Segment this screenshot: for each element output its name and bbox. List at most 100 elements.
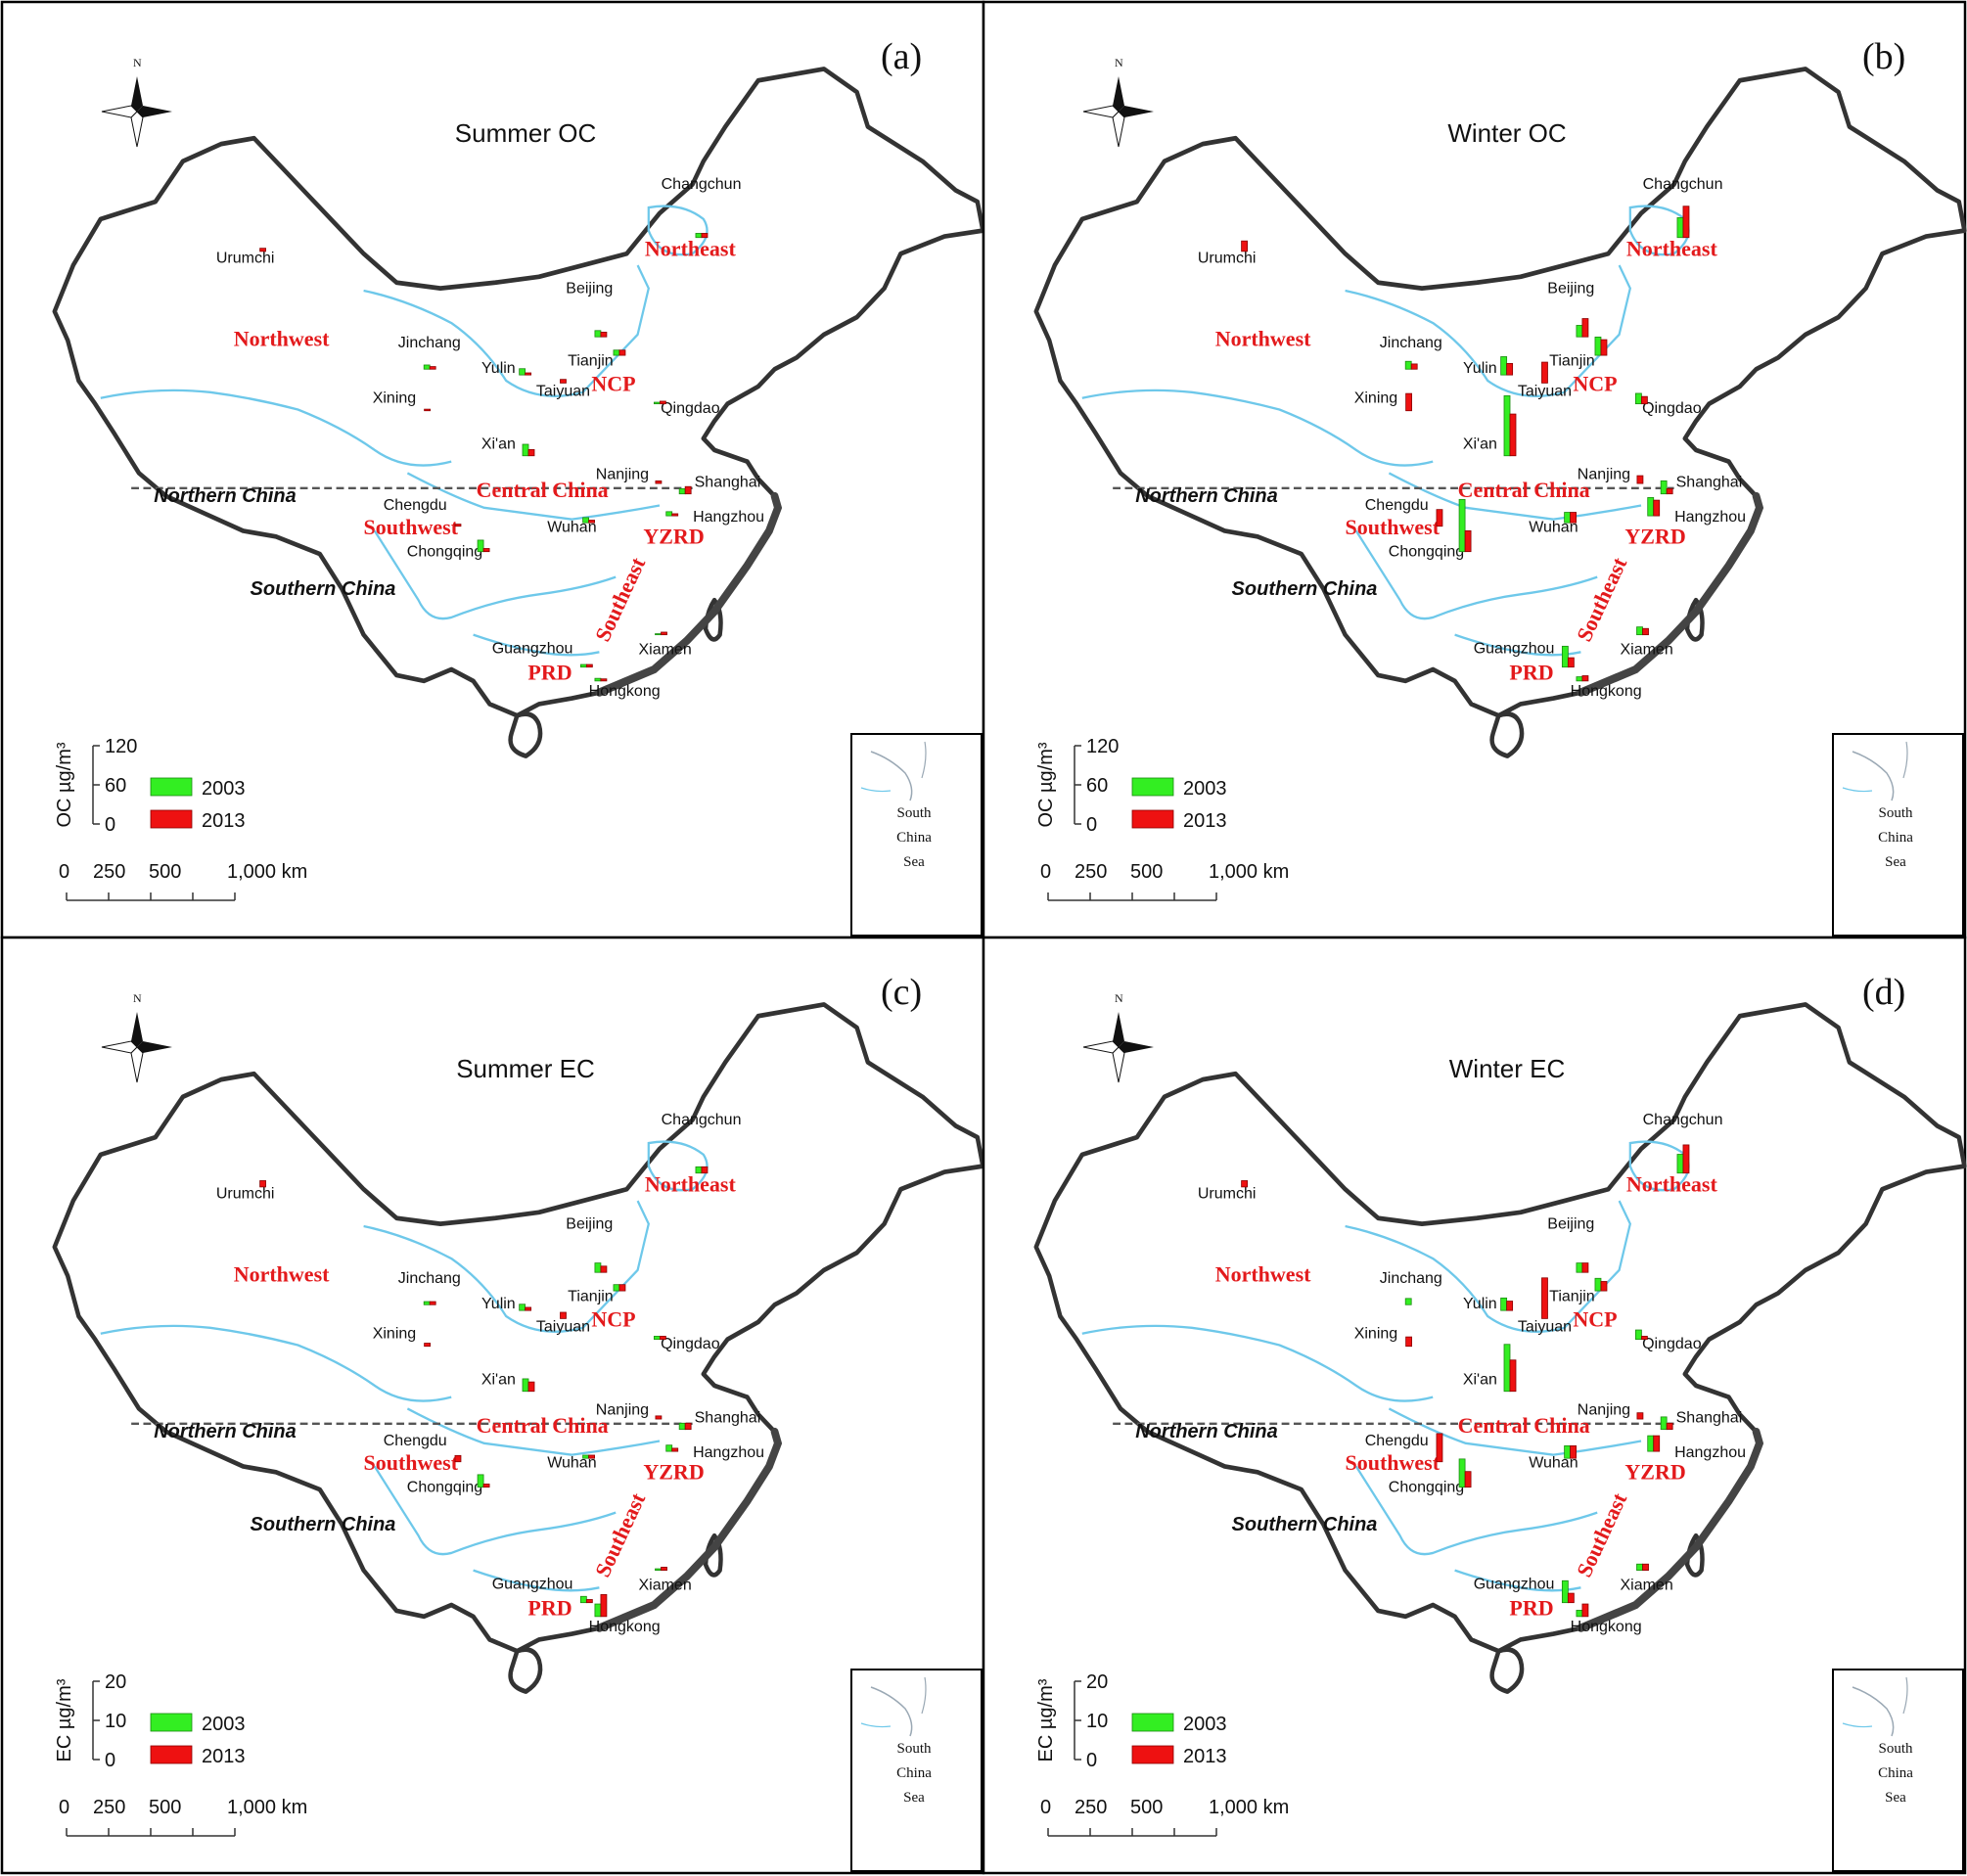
region-label: Central China	[1458, 478, 1590, 502]
region-label: Northwest	[234, 327, 330, 351]
bar-Guangzhou-2013	[585, 1599, 593, 1604]
zone-southern-china: Southern China	[1232, 1514, 1378, 1535]
city-label: Xining	[1354, 389, 1397, 406]
bar-Yulin-2013	[1506, 1301, 1514, 1311]
city-label: Wuhan	[547, 1455, 596, 1472]
bar-Qingdao-2003	[1635, 1329, 1642, 1341]
city-label: Qingdao	[1642, 400, 1702, 417]
legend-tick-label: 20	[1086, 1671, 1108, 1693]
inset-label: South	[896, 805, 932, 821]
bar-Chongqing-2003	[477, 539, 484, 553]
compass-icon: N	[1082, 991, 1155, 1083]
scale-bar-label: 500	[1130, 1797, 1163, 1818]
bar-Chengdu-2013	[1436, 509, 1443, 527]
panel-label: (a)	[881, 36, 922, 77]
city-label: Chengdu	[384, 497, 447, 514]
city-label: Shanghai	[695, 475, 761, 491]
scale-bar: 0 250 500 1,000 km	[59, 861, 307, 901]
scale-bar-label: 500	[149, 861, 181, 883]
bar-Taiyuan-2013	[560, 379, 567, 384]
bar-Tianjin-2013	[1600, 339, 1608, 356]
legend-tick-label: 0	[105, 814, 115, 836]
bar-Hongkong-2013	[1581, 1603, 1589, 1618]
legend-tick-label: 120	[105, 736, 137, 757]
city-label: Hongkong	[1571, 683, 1642, 700]
bar-Urumchi-2013	[259, 1180, 267, 1188]
panel-label: (b)	[1862, 36, 1905, 77]
bar-Wuhan-2013	[1570, 1444, 1577, 1459]
bar-Shanghai-2003	[1660, 1416, 1668, 1431]
inset-label: Sea	[903, 1790, 925, 1806]
city-label: Xining	[373, 1325, 416, 1342]
bar-Beijing-2013	[600, 331, 608, 338]
region-label: NCP	[1573, 1307, 1617, 1332]
bar-Changchun-2013	[1682, 206, 1690, 239]
bar-Changchun-2003	[695, 1166, 703, 1174]
city-label: Beijing	[1547, 280, 1594, 297]
city-label: Tianjin	[1549, 1289, 1595, 1305]
bar-Nanjing-2013	[1636, 1412, 1644, 1420]
bar-Wuhan-2013	[588, 1454, 595, 1459]
inset-label: China	[896, 1765, 932, 1781]
region-label: Northwest	[1215, 1262, 1311, 1287]
legend-tick-label: 60	[1086, 775, 1108, 797]
scale-bar-label: 250	[93, 861, 125, 883]
city-label: Yulin	[481, 360, 516, 377]
bar-Shanghai-2013	[684, 1422, 692, 1431]
scale-bar-label: 500	[1130, 861, 1163, 883]
bar-Jinchang-2003	[423, 364, 431, 370]
city-label: Chengdu	[1365, 1433, 1429, 1449]
city-label: Yulin	[1463, 1296, 1497, 1312]
bar-Hongkong-2013	[1581, 675, 1589, 682]
bar-Jinchang-2003	[1404, 1298, 1412, 1305]
city-label: Xi'an	[1463, 436, 1497, 453]
bar-Beijing-2003	[594, 330, 602, 338]
city-label: Changchun	[1643, 1112, 1723, 1128]
bar-Nanjing-2013	[1636, 475, 1644, 484]
compass-icon: N	[1082, 56, 1155, 148]
bar-Chongqing-2003	[1458, 1458, 1466, 1488]
scale-bar-label: 0	[1040, 1797, 1051, 1818]
scale-bar-label: 0	[59, 861, 69, 883]
scale-bar: 0 250 500 1,000 km	[1040, 1797, 1289, 1837]
bar-Tianjin-2003	[1594, 1277, 1602, 1292]
bar-Hongkong-2003	[594, 1603, 602, 1618]
legend-swatch-2003	[150, 1713, 193, 1732]
inset-label: South	[1878, 1741, 1913, 1757]
scale-bar-label: 250	[1075, 861, 1107, 883]
city-label: Urumchi	[1198, 251, 1257, 267]
city-label: Taiyuan	[536, 1318, 590, 1335]
bar-Hongkong-2013	[600, 1594, 608, 1618]
inset-label: China	[1878, 830, 1913, 846]
city-label: Nanjing	[1578, 466, 1630, 482]
zone-southern-china: Southern China	[251, 578, 396, 600]
bar-Hangzhou-2003	[1647, 497, 1655, 517]
city-label: Guangzhou	[1474, 1577, 1555, 1593]
scale-bar-label: 500	[149, 1797, 181, 1818]
bar-Xiamen-2003	[1636, 1563, 1643, 1572]
city-label: Hangzhou	[1674, 1444, 1746, 1461]
region-label: Southwest	[363, 515, 458, 539]
bar-Chongqing-2013	[482, 1484, 490, 1488]
bar-Wuhan-2003	[582, 1454, 589, 1459]
panel-title: Summer EC	[456, 1054, 595, 1083]
city-label: Taiyuan	[1518, 383, 1572, 399]
city-label: Guangzhou	[492, 1577, 573, 1593]
region-label: Southwest	[363, 1450, 458, 1475]
city-label: Nanjing	[1578, 1401, 1630, 1418]
bar-Yulin-2003	[1500, 1297, 1508, 1311]
bar-Hongkong-2003	[594, 677, 602, 682]
legend-year-label: 2013	[202, 810, 246, 832]
bar-Changchun-2013	[701, 1166, 709, 1174]
inset-label: South	[1878, 805, 1913, 821]
city-label: Yulin	[481, 1296, 516, 1312]
region-label: YZRD	[643, 524, 704, 548]
bar-Urumchi-2013	[1241, 1180, 1249, 1188]
legend-year-label: 2003	[202, 1714, 246, 1735]
city-label: Jinchang	[1380, 1270, 1442, 1287]
city-label: Chongqing	[1389, 1479, 1464, 1495]
panel-label: (c)	[881, 972, 922, 1013]
city-label: Shanghai	[1676, 1410, 1743, 1427]
bar-Nanjing-2013	[655, 1415, 663, 1420]
